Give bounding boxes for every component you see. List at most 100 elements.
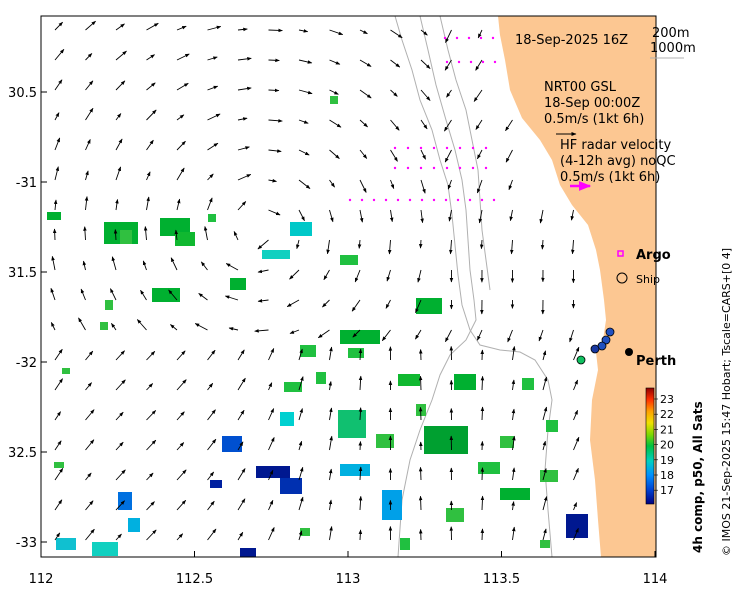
current-arrow bbox=[176, 411, 185, 421]
radar-vector bbox=[419, 166, 423, 170]
current-arrow bbox=[298, 209, 305, 222]
current-arrow bbox=[357, 239, 362, 249]
current-arrow bbox=[85, 409, 95, 421]
model-scale: 0.5m/s (1kt 6h) bbox=[544, 112, 644, 127]
current-arrow bbox=[54, 137, 61, 151]
current-arrow bbox=[511, 379, 516, 391]
radar-vector bbox=[432, 146, 436, 150]
current-arrow bbox=[224, 295, 239, 301]
current-arrow bbox=[420, 119, 428, 130]
colorbar-tick-label: 19 bbox=[660, 454, 674, 467]
current-arrow bbox=[540, 239, 545, 250]
current-arrow bbox=[359, 59, 372, 67]
radar-vector bbox=[432, 166, 436, 170]
radar-vector bbox=[445, 146, 449, 150]
current-arrow bbox=[176, 82, 189, 91]
current-arrow bbox=[146, 139, 154, 151]
radar-title: HF radar velocity bbox=[560, 138, 672, 153]
current-arrow bbox=[111, 323, 117, 331]
current-arrow bbox=[298, 89, 313, 95]
current-arrow bbox=[207, 173, 214, 181]
y-tick-label: 30.5 bbox=[8, 86, 37, 101]
hf-radar-vectors bbox=[348, 36, 497, 202]
city-label-perth: Perth bbox=[636, 354, 676, 369]
x-tick-label: 112.5 bbox=[176, 572, 213, 587]
y-tick-label: -31 bbox=[16, 176, 37, 191]
current-arrow bbox=[268, 178, 277, 183]
current-arrow bbox=[511, 408, 516, 421]
current-arrow bbox=[542, 528, 547, 541]
current-arrow bbox=[381, 329, 391, 342]
current-arrow bbox=[329, 179, 335, 188]
current-arrow bbox=[54, 112, 60, 121]
current-arrow bbox=[476, 329, 483, 341]
radar-vector bbox=[445, 60, 449, 64]
current-arrow bbox=[512, 345, 516, 361]
colorbar-tick-label: 21 bbox=[660, 423, 674, 436]
map-datetime: 18-Sep-2025 16Z bbox=[515, 33, 628, 48]
current-arrow bbox=[298, 376, 304, 391]
current-arrow bbox=[569, 329, 574, 343]
current-arrow bbox=[570, 209, 575, 221]
colorbar-tick-label: 20 bbox=[660, 439, 674, 452]
current-arrow bbox=[207, 113, 221, 121]
current-arrow bbox=[237, 173, 252, 181]
depth-label-200m: 200m bbox=[652, 26, 689, 41]
radar-vector bbox=[396, 198, 400, 202]
current-arrow bbox=[207, 142, 219, 151]
current-arrow bbox=[115, 500, 125, 511]
current-arrow bbox=[447, 179, 452, 190]
current-arrow bbox=[389, 209, 394, 223]
current-arrow bbox=[390, 59, 401, 68]
sst-colorbar bbox=[645, 387, 655, 505]
current-arrow bbox=[115, 198, 119, 211]
current-arrow bbox=[329, 29, 344, 36]
current-arrow bbox=[237, 349, 245, 361]
current-arrow bbox=[329, 119, 342, 128]
current-arrow bbox=[480, 467, 485, 481]
current-arrow bbox=[268, 149, 282, 153]
current-arrow bbox=[50, 321, 56, 331]
current-arrow bbox=[511, 526, 516, 541]
current-arrow bbox=[176, 167, 185, 181]
current-arrow bbox=[477, 29, 483, 39]
radar-vector bbox=[484, 166, 488, 170]
current-arrow bbox=[85, 350, 94, 361]
current-arrow bbox=[445, 329, 452, 343]
radar-vector bbox=[432, 198, 436, 202]
current-arrow bbox=[329, 209, 334, 223]
model-name: NRT00 GSL bbox=[544, 80, 617, 95]
current-arrow bbox=[237, 441, 244, 451]
current-arrow bbox=[54, 166, 60, 181]
colorbar-tick-label: 17 bbox=[660, 484, 674, 497]
current-arrow bbox=[225, 263, 239, 271]
current-arrow bbox=[54, 532, 61, 541]
current-arrow bbox=[237, 498, 246, 511]
ship-legend-icon bbox=[616, 272, 628, 284]
argo-marker-icon bbox=[617, 250, 624, 257]
sst-patches bbox=[47, 96, 588, 557]
current-arrow bbox=[146, 472, 154, 481]
current-arrow bbox=[203, 226, 208, 241]
radar-vector bbox=[493, 60, 497, 64]
current-arrow bbox=[573, 379, 579, 391]
current-arrow bbox=[359, 29, 368, 35]
current-arrow bbox=[298, 179, 311, 189]
current-arrow bbox=[52, 228, 57, 241]
ship-marker bbox=[590, 344, 600, 354]
current-arrow bbox=[289, 269, 300, 280]
colorbar-tick-label: 23 bbox=[660, 393, 674, 406]
current-arrow bbox=[387, 239, 392, 255]
current-arrow bbox=[170, 324, 178, 331]
current-arrow bbox=[146, 439, 157, 451]
current-arrow bbox=[386, 269, 391, 282]
current-arrow bbox=[50, 287, 56, 301]
current-arrow bbox=[51, 255, 56, 271]
colorbar-title: 4h comp, p50, All Sats bbox=[691, 401, 705, 553]
current-arrow bbox=[268, 499, 274, 511]
current-arrow bbox=[111, 256, 117, 271]
current-arrow bbox=[505, 149, 513, 163]
current-arrow bbox=[176, 469, 187, 481]
radar-vector bbox=[408, 198, 412, 202]
current-arrow bbox=[207, 197, 213, 211]
